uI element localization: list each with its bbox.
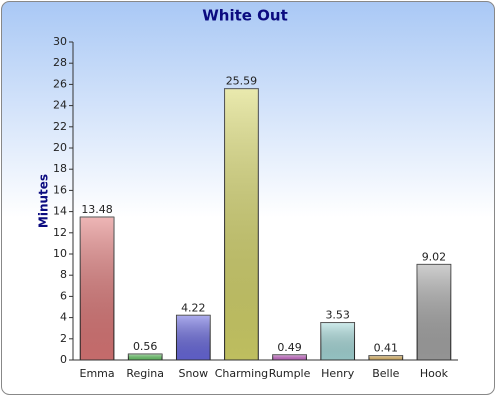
value-label: 0.41 <box>374 342 399 355</box>
y-tick-label: 22 <box>53 120 67 133</box>
y-tick-label: 12 <box>53 226 67 239</box>
chart-title: White Out <box>202 7 288 25</box>
y-tick-label: 0 <box>60 353 67 366</box>
x-tick-label: Regina <box>126 367 164 380</box>
x-tick-label: Emma <box>80 367 115 380</box>
y-tick-label: 26 <box>53 77 67 90</box>
y-tick-label: 28 <box>53 56 67 69</box>
y-tick-label: 16 <box>53 183 67 196</box>
x-tick-label: Hook <box>420 367 449 380</box>
y-tick-label: 18 <box>53 162 67 175</box>
y-tick-label: 8 <box>60 268 67 281</box>
y-tick-label: 14 <box>53 205 67 218</box>
x-tick-label: Henry <box>321 367 355 380</box>
value-label: 13.48 <box>81 203 113 216</box>
y-tick-label: 2 <box>60 332 67 345</box>
bar <box>175 314 211 361</box>
bar <box>368 355 404 361</box>
y-tick-label: 10 <box>53 247 67 260</box>
y-tick-label: 20 <box>53 141 67 154</box>
x-tick-label: Snow <box>178 367 208 380</box>
y-tick-label: 24 <box>53 99 67 112</box>
bar <box>272 354 307 361</box>
bar <box>127 353 163 361</box>
value-label: 9.02 <box>422 250 447 263</box>
x-tick-label: Rumple <box>269 367 311 380</box>
x-tick-label: Charming <box>215 367 268 380</box>
bar <box>224 88 259 361</box>
bar <box>320 322 356 361</box>
value-label: 4.22 <box>181 301 206 314</box>
bar <box>79 216 115 361</box>
y-axis-label: Minutes <box>37 174 51 228</box>
value-label: 3.53 <box>325 309 350 322</box>
y-tick-label: 6 <box>60 289 67 302</box>
bar <box>416 263 452 361</box>
x-tick-label: Belle <box>372 367 399 380</box>
value-label: 0.56 <box>133 340 158 353</box>
y-tick-label: 4 <box>60 311 67 324</box>
value-label: 25.59 <box>226 75 258 88</box>
value-label: 0.49 <box>277 341 302 354</box>
y-tick-label: 30 <box>53 35 67 48</box>
